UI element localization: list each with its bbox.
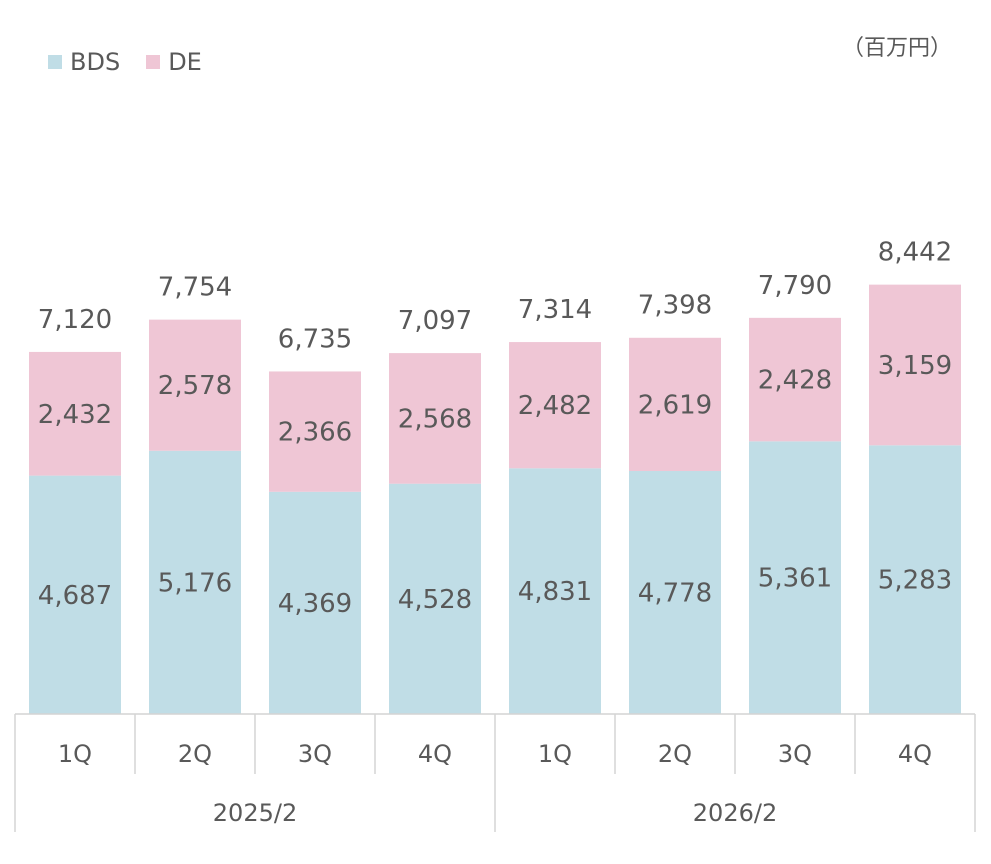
total-label-3: 6,735 bbox=[278, 324, 352, 354]
x-tick-label-5: 1Q bbox=[538, 740, 572, 768]
x-tick-label-3: 3Q bbox=[298, 740, 332, 768]
data-label-de-7: 2,428 bbox=[758, 366, 832, 396]
data-label-bds-7: 5,361 bbox=[758, 564, 832, 594]
bar-de-4 bbox=[389, 353, 481, 484]
bar-bds-5 bbox=[509, 468, 601, 714]
legend-label-de: DE bbox=[168, 48, 202, 76]
bar-bds-3 bbox=[269, 491, 361, 714]
group-label-1: 2025/2 bbox=[213, 799, 297, 827]
data-label-bds-1: 4,687 bbox=[38, 581, 112, 611]
total-label-6: 7,398 bbox=[638, 291, 712, 321]
data-label-de-3: 2,366 bbox=[278, 418, 352, 448]
legend-label-bds: BDS bbox=[70, 48, 121, 76]
data-label-bds-3: 4,369 bbox=[278, 589, 352, 619]
data-label-bds-4: 4,528 bbox=[398, 585, 472, 615]
data-label-de-6: 2,619 bbox=[638, 390, 712, 420]
bar-de-7 bbox=[749, 317, 841, 442]
data-label-de-4: 2,568 bbox=[398, 404, 472, 434]
x-tick-label-7: 3Q bbox=[778, 740, 812, 768]
data-label-bds-5: 4,831 bbox=[518, 577, 592, 607]
bar-de-5 bbox=[509, 342, 601, 469]
bar-de-8 bbox=[869, 284, 961, 446]
bar-bds-8 bbox=[869, 445, 961, 714]
x-tick-label-1: 1Q bbox=[58, 740, 92, 768]
group-label-2: 2026/2 bbox=[693, 799, 777, 827]
total-label-4: 7,097 bbox=[398, 306, 472, 336]
data-label-bds-2: 5,176 bbox=[158, 568, 232, 598]
x-tick-label-2: 2Q bbox=[178, 740, 212, 768]
bar-bds-4 bbox=[389, 483, 481, 714]
x-tick-label-6: 2Q bbox=[658, 740, 692, 768]
legend-item-bds: BDS bbox=[48, 48, 120, 76]
bar-bds-7 bbox=[749, 441, 841, 714]
unit-label: （百万円） bbox=[842, 36, 953, 61]
bar-de-3 bbox=[269, 371, 361, 492]
bar-de-1 bbox=[29, 351, 121, 476]
data-label-de-2: 2,578 bbox=[158, 371, 232, 401]
data-label-bds-6: 4,778 bbox=[638, 578, 712, 608]
data-label-de-5: 2,482 bbox=[518, 391, 592, 421]
bar-bds-2 bbox=[149, 450, 241, 714]
x-tick-label-8: 4Q bbox=[898, 740, 932, 768]
data-label-de-8: 3,159 bbox=[878, 351, 952, 381]
legend-swatch-de bbox=[146, 55, 161, 69]
x-tick-label-4: 4Q bbox=[418, 740, 452, 768]
legend: BDS DE bbox=[48, 48, 228, 76]
bar-bds-6 bbox=[629, 470, 721, 714]
total-label-1: 7,120 bbox=[38, 305, 112, 335]
legend-swatch-bds bbox=[48, 55, 62, 69]
total-label-5: 7,314 bbox=[518, 295, 592, 325]
bar-bds-1 bbox=[29, 475, 121, 714]
bar-de-2 bbox=[149, 319, 241, 451]
bar-de-6 bbox=[629, 337, 721, 471]
total-label-8: 8,442 bbox=[878, 238, 952, 268]
data-label-de-1: 2,432 bbox=[38, 400, 112, 430]
total-label-7: 7,790 bbox=[758, 271, 832, 301]
data-label-bds-8: 5,283 bbox=[878, 566, 952, 596]
total-label-2: 7,754 bbox=[158, 273, 232, 303]
legend-item-de: DE bbox=[146, 48, 202, 76]
